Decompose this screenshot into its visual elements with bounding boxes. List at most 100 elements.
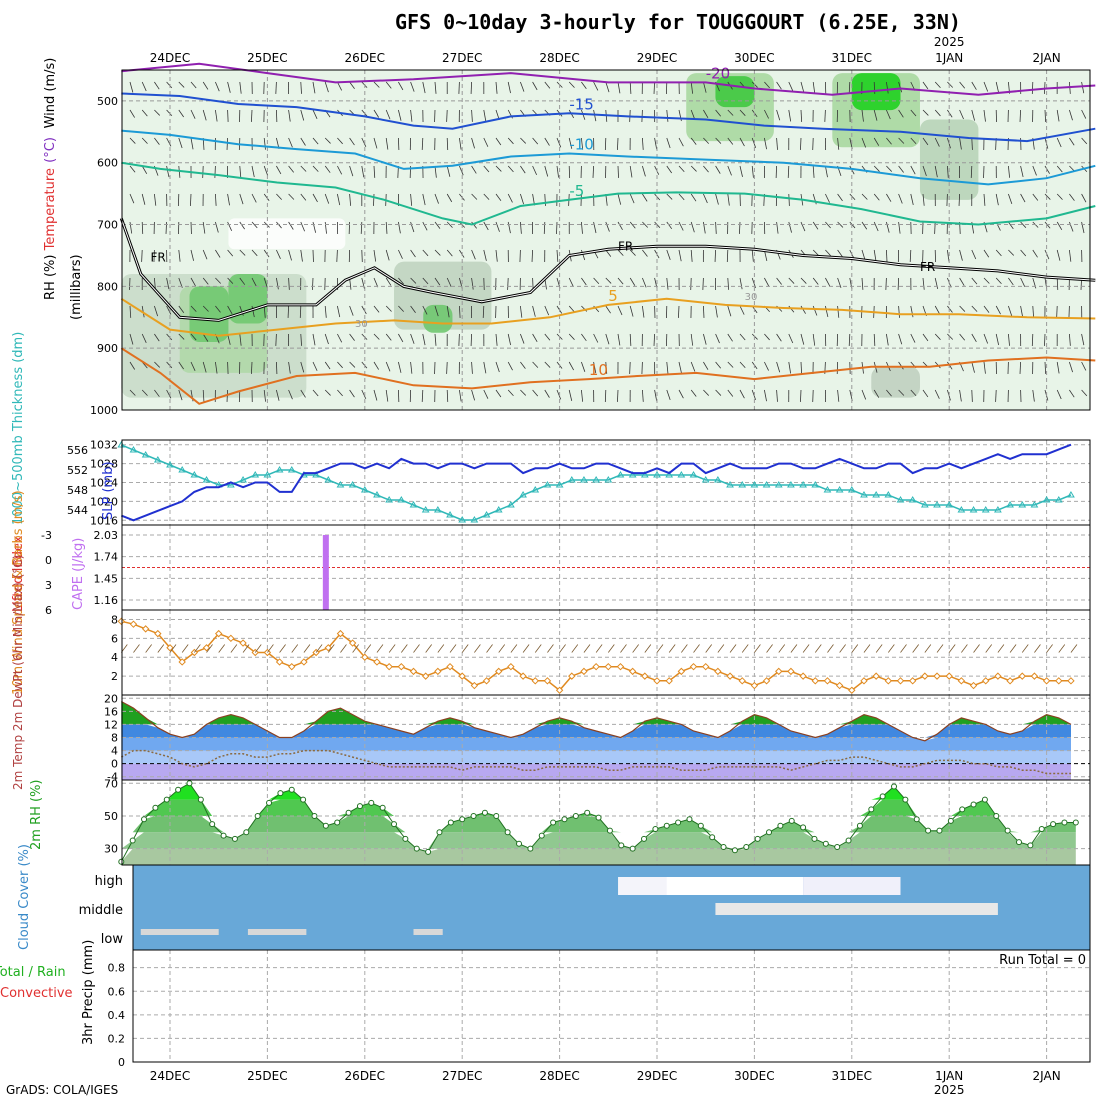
- wind-barb: [910, 109, 917, 117]
- wind-barb: [898, 193, 903, 204]
- wind-barb: [825, 249, 831, 256]
- wind-barb: [581, 221, 583, 234]
- thickness-point: [994, 506, 1002, 513]
- wind-barb: [337, 137, 343, 145]
- wind-barb: [959, 333, 966, 341]
- wind-barb: [690, 137, 697, 145]
- wind-barb: [776, 137, 778, 150]
- bottom-date-28DEC: 28DEC: [539, 1069, 579, 1083]
- wind-barb: [873, 389, 880, 398]
- wind-barb: [544, 333, 551, 341]
- wind-barb: [922, 389, 929, 398]
- wind-barb: [178, 137, 183, 149]
- rh-clear: [228, 218, 346, 250]
- thickness-point: [604, 476, 613, 483]
- wind-barb: [532, 361, 539, 368]
- temp-axis-label: 2m Temp 2m DewPt (6hr Min/Max) (°C): [11, 555, 25, 790]
- temp-tick-12: 12: [104, 718, 118, 731]
- wind-barb: [715, 193, 719, 205]
- wind-barb-10m: [936, 644, 944, 653]
- wind-barb: [543, 221, 546, 234]
- wind-barb: [715, 165, 721, 174]
- wind-barb: [166, 333, 173, 341]
- thickness-point: [701, 476, 710, 483]
- wind-barb: [727, 109, 734, 116]
- wind-barb: [190, 137, 194, 150]
- wind-barb: [215, 221, 219, 233]
- slp-tick-1028: 1028: [90, 458, 118, 471]
- ytick-700: 700: [97, 219, 118, 232]
- isotherm--5: [121, 161, 1096, 226]
- cloud-block-1: [666, 877, 804, 895]
- wind-barb-10m: [242, 644, 250, 653]
- wind-barb: [776, 221, 779, 234]
- wind-speed-point: [288, 662, 296, 671]
- wind-speed-point: [762, 677, 771, 685]
- thickness-point: [750, 481, 759, 488]
- wind-speed-point: [154, 629, 162, 638]
- wind-barb: [129, 109, 135, 118]
- wind-barb: [654, 137, 658, 150]
- wind-barb: [690, 81, 694, 94]
- wind-barb: [166, 165, 170, 178]
- thickness-point: [653, 471, 661, 478]
- thickness-point: [1006, 501, 1014, 508]
- wind-barb: [995, 81, 1000, 94]
- wind-barb: [739, 305, 745, 315]
- wind-barb: [812, 165, 815, 178]
- wind-barb: [202, 361, 207, 373]
- wind-barb: [1008, 249, 1015, 256]
- wind-barb: [983, 333, 989, 344]
- wind-barb: [934, 277, 939, 289]
- wind-barb-10m: [303, 644, 311, 653]
- wind-barb: [263, 249, 270, 258]
- wind-barb: [605, 305, 611, 314]
- isotherm-label--15: -15: [569, 95, 594, 113]
- li-tick-2: 3: [45, 579, 52, 592]
- wind-barb: [971, 109, 975, 121]
- rh-point: [754, 835, 761, 842]
- wind-barb: [202, 389, 205, 402]
- rh-point: [425, 848, 432, 855]
- rh-point: [925, 827, 932, 834]
- wind-barb-10m: [522, 644, 530, 653]
- precip-tick-0: 0: [118, 1056, 125, 1069]
- wind-barb: [544, 193, 546, 206]
- wind-speed-point: [653, 677, 661, 685]
- rh-point: [663, 822, 670, 829]
- wind-barb: [227, 249, 234, 257]
- wind-barb: [727, 193, 730, 206]
- wind-barb: [421, 137, 424, 150]
- wind-barb: [154, 193, 157, 206]
- wind-barb: [361, 305, 367, 315]
- wind-barb: [1081, 137, 1088, 145]
- thickness-point: [336, 481, 345, 488]
- wind-barb: [1020, 305, 1024, 318]
- wind-barb: [1069, 109, 1073, 121]
- wind-barb: [422, 221, 428, 231]
- thickness-point: [677, 471, 686, 478]
- wind-barb-10m: [437, 644, 445, 653]
- rh-point: [391, 821, 398, 828]
- wind-barb: [751, 249, 754, 262]
- isotherm-label--10: -10: [569, 135, 594, 153]
- wind-barb: [703, 389, 710, 396]
- wind-barb: [812, 221, 819, 230]
- wind-barb: [215, 193, 217, 206]
- rh-point: [152, 804, 159, 811]
- wind-speed-point: [872, 672, 880, 680]
- wind-barb: [642, 249, 648, 257]
- wind-barb: [934, 221, 936, 234]
- rh-point: [379, 804, 386, 811]
- wind-barb: [471, 361, 473, 374]
- wind-barb-10m: [169, 644, 177, 653]
- wind-barb: [812, 81, 816, 94]
- temp-band-2: [121, 737, 1072, 751]
- cloud-block-2: [803, 877, 901, 895]
- wind-barb: [812, 333, 816, 346]
- rh-label-group: 2m RH (%): [29, 779, 44, 850]
- wind-barb: [825, 277, 831, 287]
- wind-barb: [398, 221, 401, 234]
- wind-barb-10m: [607, 644, 615, 653]
- wind-barb: [1081, 193, 1087, 203]
